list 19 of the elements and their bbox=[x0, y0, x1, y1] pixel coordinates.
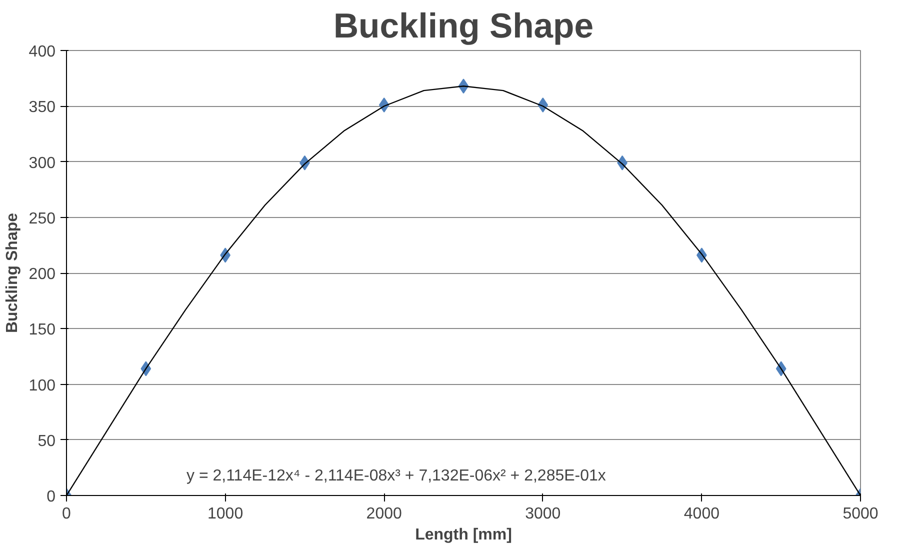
y-tick-label: 200 bbox=[28, 266, 56, 283]
y-tick-label: 0 bbox=[46, 488, 56, 506]
y-tick-label: 50 bbox=[38, 432, 56, 450]
y-tick-label: 150 bbox=[28, 322, 56, 339]
x-tick-label: 4000 bbox=[684, 506, 720, 522]
y-tick-label: 400 bbox=[28, 44, 56, 60]
y-tick-label: 350 bbox=[28, 99, 56, 116]
x-axis-title: Length [mm] bbox=[415, 526, 512, 544]
annotation: y = 2,114E-12x⁴ - 2,114E-08x³ + 7,132E-06x² + 2,285E-01x bbox=[186, 467, 606, 484]
x-tick-label: 0 bbox=[62, 506, 72, 522]
x-tick-label: 1000 bbox=[208, 506, 244, 522]
x-tick-label: 3000 bbox=[525, 506, 561, 522]
x-tick-label: 2000 bbox=[366, 506, 402, 522]
x-tick-label: 5000 bbox=[842, 506, 878, 522]
chart-title: Buckling Shape bbox=[334, 8, 594, 46]
y-axis-title: Buckling Shape bbox=[4, 212, 21, 334]
y-tick-label: 100 bbox=[28, 377, 56, 394]
y-tick-label: 300 bbox=[28, 154, 56, 172]
y-tick-label: 250 bbox=[28, 210, 56, 228]
